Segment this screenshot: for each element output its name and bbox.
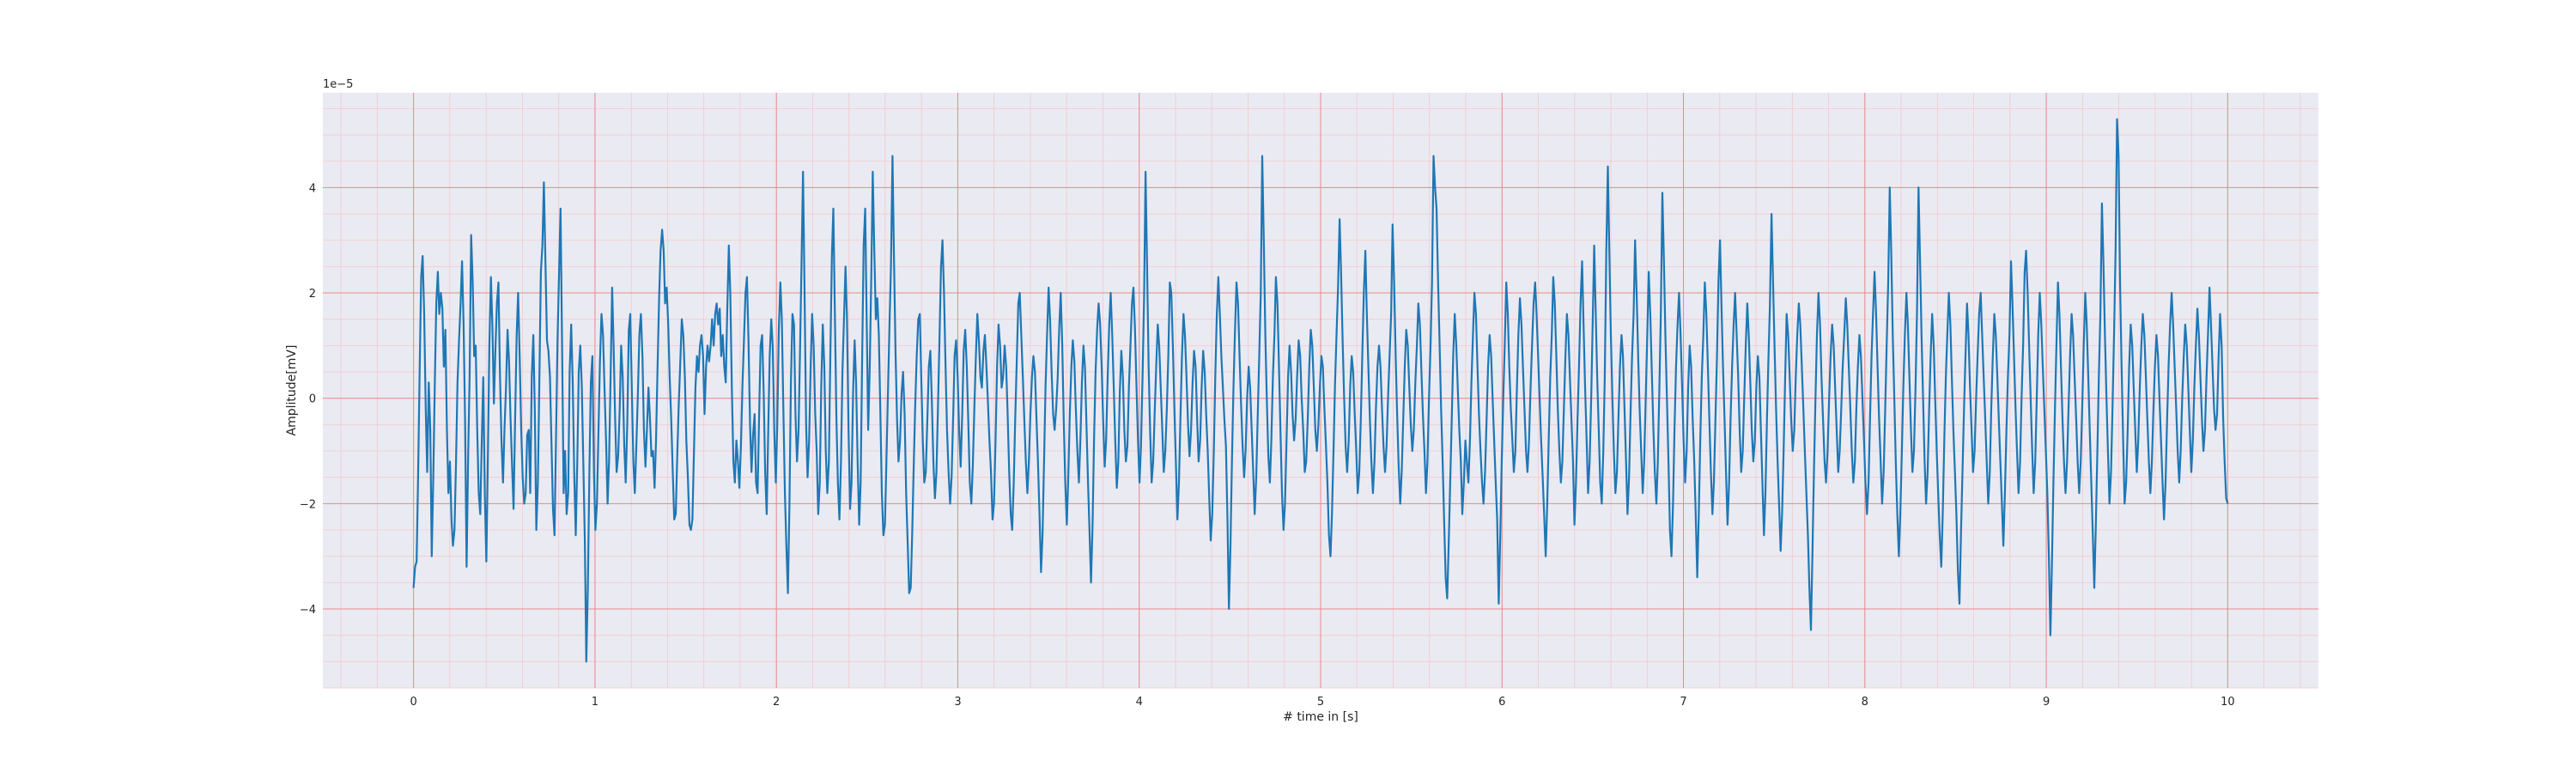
y-tick-label: −2 — [300, 498, 316, 511]
y-tick-label: 2 — [309, 288, 316, 301]
y-tick-label: −4 — [300, 604, 316, 617]
x-tick-label: 10 — [2221, 696, 2235, 709]
y-tick-label: 4 — [309, 182, 316, 195]
x-axis-label: # time in [s] — [1283, 710, 1358, 724]
series-layer — [412, 118, 2229, 663]
y-tick-label: 0 — [309, 393, 316, 406]
x-tick-label: 6 — [1498, 696, 1505, 709]
x-tick-label: 4 — [1136, 696, 1143, 709]
x-tick-label: 8 — [1862, 696, 1868, 709]
x-tick-label: 9 — [2043, 696, 2050, 709]
y-tick-labels: −4 −2 0 2 4 — [300, 182, 316, 617]
x-tick-label: 0 — [410, 696, 416, 709]
x-tick-label: 1 — [592, 696, 598, 709]
major-grid — [323, 93, 2318, 688]
x-tick-label: 7 — [1680, 696, 1686, 709]
series-line-1 — [412, 118, 2229, 663]
y-axis-label: Amplitude[mV] — [285, 345, 299, 436]
x-tick-label: 5 — [1317, 696, 1324, 709]
y-axis-offset-text: 1e−5 — [323, 78, 353, 91]
x-tick-label: 2 — [773, 696, 780, 709]
x-tick-labels: 0 1 2 3 4 5 6 7 8 9 10 — [410, 696, 2234, 709]
x-tick-label: 3 — [954, 696, 961, 709]
